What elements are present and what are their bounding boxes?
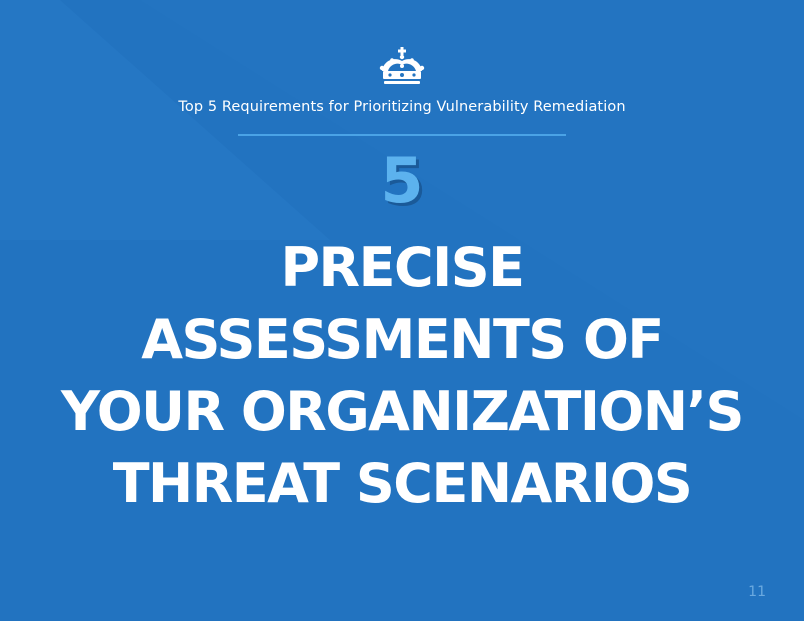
page-number: 11 — [748, 584, 766, 600]
crown-icon — [379, 47, 425, 84]
headline-line: THREAT SCENARIOS — [112, 452, 693, 515]
headline-line: ASSESSMENTS OF — [141, 308, 664, 371]
divider-rule — [238, 134, 566, 136]
report-subtitle: Top 5 Requirements for Prioritizing Vuln… — [178, 99, 626, 115]
section-headline: PRECISE ASSESSMENTS OF YOUR ORGANIZATION… — [0, 232, 804, 520]
headline-line: YOUR ORGANIZATION’S — [61, 380, 744, 443]
section-number: 5 — [380, 144, 424, 217]
headline-line: PRECISE — [280, 236, 525, 299]
